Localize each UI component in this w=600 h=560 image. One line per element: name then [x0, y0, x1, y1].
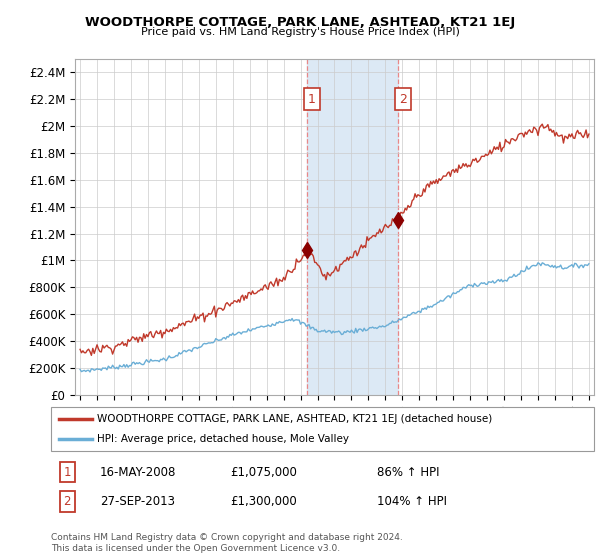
- Text: WOODTHORPE COTTAGE, PARK LANE, ASHTEAD, KT21 1EJ (detached house): WOODTHORPE COTTAGE, PARK LANE, ASHTEAD, …: [97, 414, 493, 424]
- Bar: [307, 59, 398, 395]
- FancyBboxPatch shape: [51, 407, 594, 451]
- Text: 104% ↑ HPI: 104% ↑ HPI: [377, 495, 447, 508]
- Text: 86% ↑ HPI: 86% ↑ HPI: [377, 466, 439, 479]
- Text: £1,075,000: £1,075,000: [230, 466, 297, 479]
- Text: 1: 1: [64, 466, 71, 479]
- Text: WOODTHORPE COTTAGE, PARK LANE, ASHTEAD, KT21 1EJ: WOODTHORPE COTTAGE, PARK LANE, ASHTEAD, …: [85, 16, 515, 29]
- Text: 2: 2: [399, 92, 407, 106]
- Text: Contains HM Land Registry data © Crown copyright and database right 2024.
This d: Contains HM Land Registry data © Crown c…: [51, 533, 403, 553]
- Text: 27-SEP-2013: 27-SEP-2013: [100, 495, 175, 508]
- Text: HPI: Average price, detached house, Mole Valley: HPI: Average price, detached house, Mole…: [97, 434, 349, 444]
- Text: 1: 1: [308, 92, 316, 106]
- Text: Price paid vs. HM Land Registry's House Price Index (HPI): Price paid vs. HM Land Registry's House …: [140, 27, 460, 37]
- Text: 2: 2: [64, 495, 71, 508]
- Text: 16-MAY-2008: 16-MAY-2008: [100, 466, 176, 479]
- Text: £1,300,000: £1,300,000: [230, 495, 297, 508]
